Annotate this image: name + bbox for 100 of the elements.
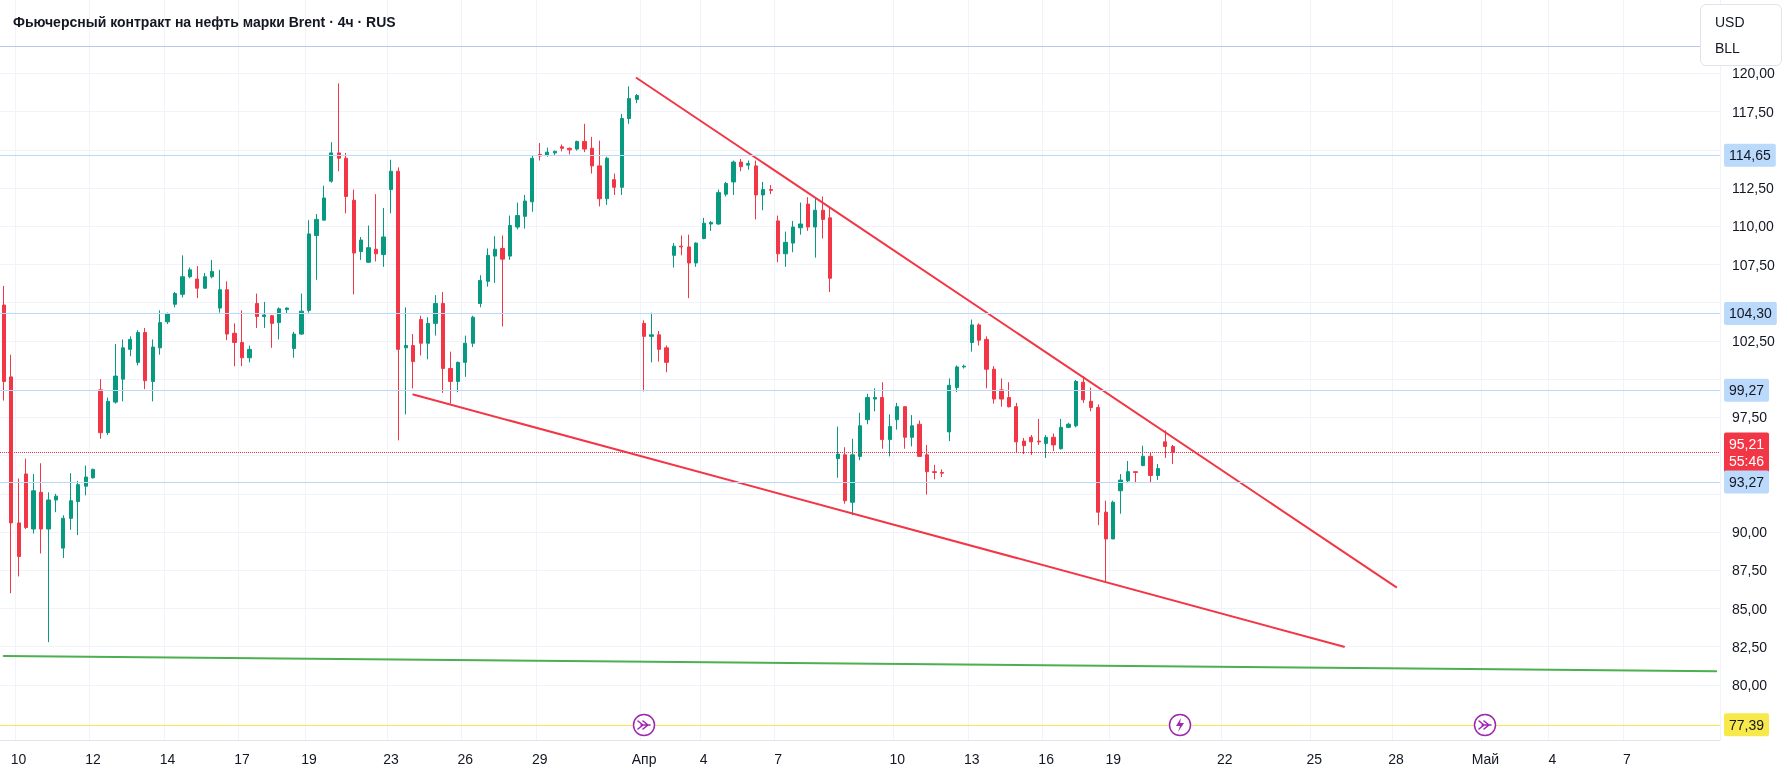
candlestick xyxy=(2,285,6,402)
x-tick-label: 4 xyxy=(699,751,708,767)
candlestick xyxy=(560,143,564,152)
candlestick xyxy=(888,413,892,457)
candlestick xyxy=(1037,418,1041,446)
x-tick-label: 16 xyxy=(1038,751,1055,767)
candlestick xyxy=(1111,500,1115,540)
candlestick xyxy=(396,166,400,441)
candlestick xyxy=(366,225,371,264)
candlestick xyxy=(806,196,810,232)
candlestick xyxy=(754,160,758,220)
candlestick xyxy=(262,301,266,329)
y-tick-label: 87,50 xyxy=(1732,562,1768,579)
x-tick-label: 19 xyxy=(1105,751,1122,767)
candlestick xyxy=(493,235,497,284)
candlestick xyxy=(61,514,65,559)
x-tick-label: Май xyxy=(1471,751,1500,767)
x-tick-label: 7 xyxy=(774,751,783,767)
candlestick xyxy=(463,335,467,378)
candlestick xyxy=(1089,387,1093,412)
candlestick xyxy=(515,202,520,230)
candlestick xyxy=(597,140,602,207)
candlestick xyxy=(895,402,899,431)
candlestick xyxy=(91,468,95,480)
y-tick-label: 97,50 xyxy=(1732,409,1768,426)
candlestick xyxy=(932,464,937,480)
candlestick xyxy=(530,154,534,213)
candlestick xyxy=(798,202,803,236)
candlestick xyxy=(716,189,721,226)
x-tick-label: 13 xyxy=(963,751,980,767)
y-tick-label: 110,00 xyxy=(1732,218,1774,235)
candlestick xyxy=(702,217,706,240)
candlestick xyxy=(992,365,996,405)
candlestick xyxy=(314,213,319,281)
candlestick xyxy=(411,333,415,389)
candlestick xyxy=(232,322,237,367)
candlestick xyxy=(1141,445,1145,467)
x-tick-label: Апр xyxy=(631,751,657,767)
candlestick xyxy=(940,468,944,478)
candlestick xyxy=(426,316,430,360)
candlestick xyxy=(1044,434,1048,459)
candlestick xyxy=(657,330,661,363)
candlestick xyxy=(776,215,780,263)
unit-selector: USD BLL xyxy=(1700,4,1782,66)
ref-line-label: 114,65 xyxy=(1729,147,1771,164)
x-tick-label: 25 xyxy=(1306,751,1323,767)
candlestick xyxy=(1007,381,1011,408)
ref-line-label: 99,27 xyxy=(1729,382,1765,399)
candlestick xyxy=(523,194,527,230)
x-tick-label: 17 xyxy=(234,751,250,767)
candlestick xyxy=(285,306,289,314)
candlestick xyxy=(69,472,73,531)
candlestick xyxy=(54,493,58,513)
candlestick xyxy=(575,140,579,152)
x-tick-label: 10 xyxy=(10,751,27,767)
candlestick xyxy=(999,377,1004,408)
candlestick xyxy=(553,150,557,157)
candlestick xyxy=(955,364,959,393)
candlestick xyxy=(486,247,490,288)
candlestick xyxy=(694,241,698,268)
candlestick xyxy=(352,189,356,295)
candlestick xyxy=(947,377,951,442)
ref-line-label: 104,30 xyxy=(1729,305,1773,322)
candlestick xyxy=(873,387,877,412)
candlestick xyxy=(151,338,155,402)
candlestick xyxy=(769,184,773,195)
candlestick xyxy=(46,491,51,643)
candlestick xyxy=(113,343,118,405)
candlestick xyxy=(419,315,423,356)
candlestick xyxy=(359,236,363,261)
candlestick xyxy=(679,234,683,256)
candlestick xyxy=(1066,422,1071,429)
y-tick-label: 120,00 xyxy=(1732,65,1776,82)
candlestick xyxy=(121,338,125,402)
candlestick xyxy=(590,136,594,175)
candlestick xyxy=(180,254,185,298)
candlestick xyxy=(225,280,229,341)
candlestick xyxy=(1051,432,1056,452)
candlestick xyxy=(567,147,572,155)
ref-line-label: 77,39 xyxy=(1729,716,1765,733)
candlestick xyxy=(582,123,587,153)
candlestick xyxy=(1133,471,1138,484)
candlestick xyxy=(612,173,616,196)
candlestick xyxy=(1074,379,1078,428)
candlestick xyxy=(1104,500,1108,582)
x-tick-label: 7 xyxy=(1623,751,1632,767)
candlestick xyxy=(188,267,192,279)
candlestick xyxy=(255,293,259,329)
ref-line-label: 93,27 xyxy=(1729,474,1765,491)
x-tick-label: 29 xyxy=(532,751,548,767)
annotation: USD xyxy=(1714,13,1746,32)
y-tick-label: 117,50 xyxy=(1732,103,1774,120)
candlestick xyxy=(31,473,36,535)
candlestick xyxy=(173,291,177,308)
candlestick xyxy=(739,158,743,172)
candlestick xyxy=(374,193,378,262)
candlestick xyxy=(456,361,460,393)
x-tick-label: 26 xyxy=(457,751,474,767)
candlestick xyxy=(39,462,43,554)
x-tick-label: 23 xyxy=(383,751,399,767)
